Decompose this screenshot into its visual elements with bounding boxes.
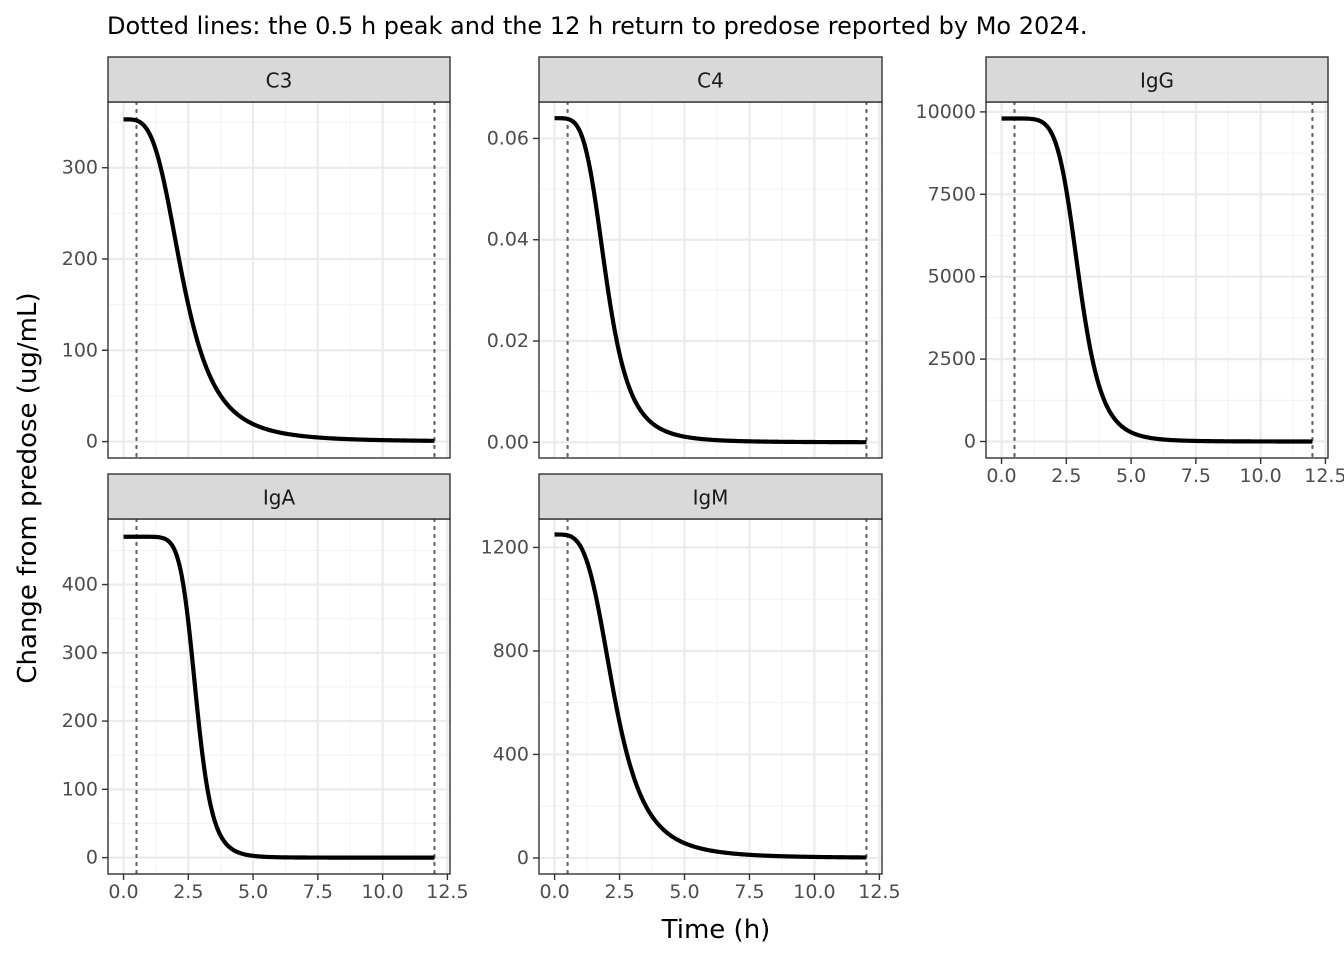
y-axis-title: Change from predose (ug/mL) <box>13 292 43 683</box>
y-tick-label: 400 <box>62 574 98 596</box>
y-tick-label: 0 <box>964 431 976 453</box>
x-tick-label: 12.5 <box>426 881 468 903</box>
facet-strip-label: C3 <box>266 69 293 93</box>
facet-c3: C3 0 100 200 300 <box>62 56 451 460</box>
y-tick-label: 300 <box>62 157 98 179</box>
x-tick-label: 7.5 <box>734 881 764 903</box>
x-tick-label: 7.5 <box>303 881 333 903</box>
x-tick-label: 2.5 <box>604 881 634 903</box>
series-line-c3 <box>122 117 436 443</box>
facet-c4: C4 0.00 0.02 0.04 0.06 <box>487 56 883 460</box>
panel-background <box>986 102 1328 458</box>
x-tick-label: 5.0 <box>1116 465 1146 487</box>
x-tick-label: 10.0 <box>361 881 403 903</box>
x-tick-label: 12.5 <box>1304 465 1344 487</box>
facet-igm: IgM 0 400 800 1200 0.0 2.5 5.0 7.5 10.0 12.5 <box>481 473 901 903</box>
facet-strip <box>538 56 883 103</box>
y-tick-label: 0 <box>517 847 529 869</box>
facet-panels: C30100200300C40.000.020.040.06IgG0250050… <box>62 56 1344 903</box>
y-tick-label: 0.00 <box>487 431 529 453</box>
x-axis-title: Time (h) <box>661 915 771 945</box>
y-tick-label: 0.06 <box>487 127 529 149</box>
x-tick-label: 0.0 <box>108 881 138 903</box>
y-tick-label: 1200 <box>481 536 529 558</box>
facet-strip-label: IgA <box>263 486 296 510</box>
y-tick-label: 0.02 <box>487 330 529 352</box>
series-line-igm <box>553 532 868 860</box>
x-tick-label: 0.0 <box>539 881 569 903</box>
facet-strip-label: IgM <box>693 486 729 510</box>
series-line-iga <box>122 534 436 860</box>
facet-iga: IgA 0 100 200 300 400 0.0 2.5 5.0 7.5 10.0 12.5 <box>62 473 469 903</box>
panel-background <box>539 102 882 458</box>
facet-strip <box>538 473 883 520</box>
x-tick-label: 10.0 <box>1239 465 1281 487</box>
y-tick-label: 200 <box>62 248 98 270</box>
y-tick-label: 0.04 <box>487 229 529 251</box>
y-tick-label: 2500 <box>928 348 976 370</box>
x-tick-label: 10.0 <box>793 881 835 903</box>
facet-strip-label: IgG <box>1140 69 1174 93</box>
chart-title: Dotted lines: the 0.5 h peak and the 12 … <box>107 12 1087 40</box>
y-tick-label: 800 <box>493 640 529 662</box>
x-tick-label: 5.0 <box>669 881 699 903</box>
facet-strip-label: C4 <box>697 69 724 93</box>
y-tick-label: 100 <box>62 778 98 800</box>
panel-background <box>539 519 882 874</box>
x-tick-label: 12.5 <box>858 881 900 903</box>
y-tick-label: 0 <box>86 847 98 869</box>
x-tick-label: 0.0 <box>986 465 1016 487</box>
panel-background <box>108 519 450 874</box>
facet-strip <box>107 56 451 103</box>
y-tick-label: 7500 <box>928 183 976 205</box>
y-tick-label: 100 <box>62 339 98 361</box>
facet-strip <box>985 56 1329 103</box>
y-tick-label: 300 <box>62 642 98 664</box>
facet-strip <box>107 473 451 520</box>
x-tick-label: 5.0 <box>238 881 268 903</box>
series-line-c4 <box>553 116 868 445</box>
x-tick-label: 2.5 <box>173 881 203 903</box>
x-tick-label: 2.5 <box>1051 465 1081 487</box>
y-tick-label: 200 <box>62 710 98 732</box>
panel-background <box>108 102 450 458</box>
x-tick-label: 7.5 <box>1181 465 1211 487</box>
series-line-igg <box>1000 116 1314 444</box>
y-tick-label: 10000 <box>916 101 976 123</box>
facet-igg: IgG 0 2500 5000 7500 10000 0.0 2.5 5.0 7.5 10.0 12.… <box>916 56 1344 487</box>
y-tick-label: 5000 <box>928 266 976 288</box>
y-tick-label: 400 <box>493 743 529 765</box>
y-tick-label: 0 <box>86 431 98 453</box>
